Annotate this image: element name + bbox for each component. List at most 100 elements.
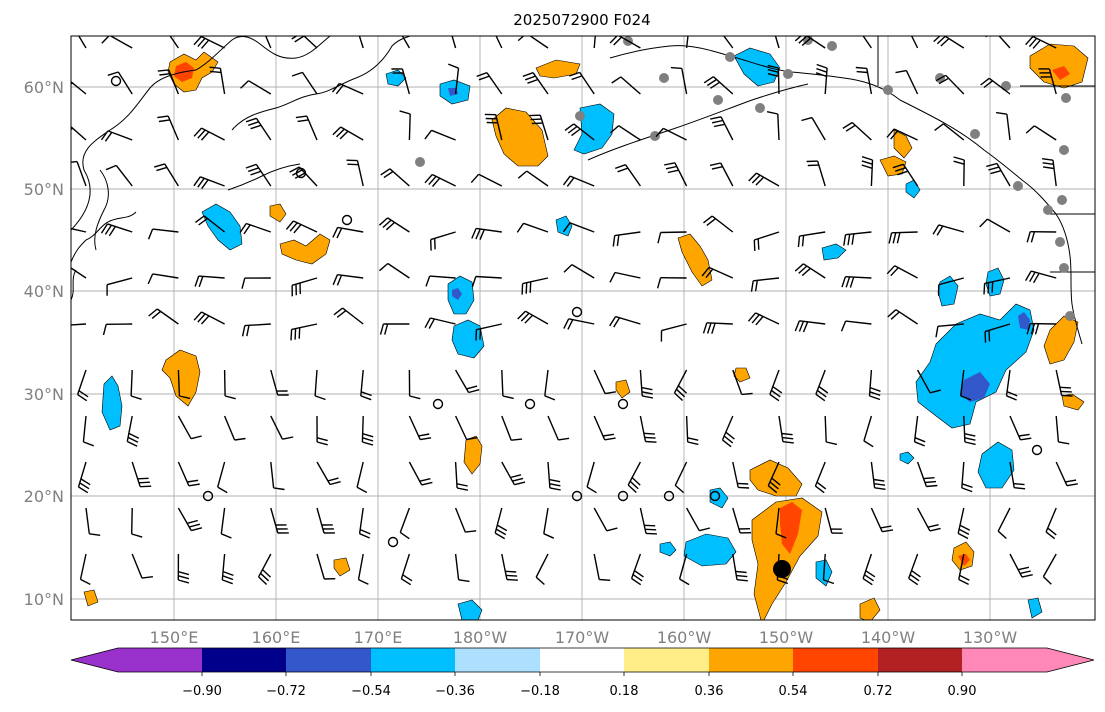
calm-circle bbox=[432, 398, 444, 410]
barb-shaft bbox=[270, 415, 284, 440]
barb-flag bbox=[188, 483, 200, 487]
barb-flag bbox=[1059, 386, 1071, 389]
barb-flag bbox=[466, 436, 478, 441]
barb-flag bbox=[248, 121, 259, 126]
barb-flag bbox=[961, 483, 973, 489]
colorbar-tick-label: 0.72 bbox=[864, 684, 893, 699]
barb-flag bbox=[471, 276, 477, 288]
barb-flag bbox=[571, 75, 583, 81]
calm-wind-circles bbox=[110, 75, 1043, 548]
barb-flag bbox=[178, 579, 190, 584]
station-dot bbox=[659, 73, 669, 83]
barb-shaft bbox=[476, 227, 502, 233]
barb-flag bbox=[332, 126, 342, 136]
barb-flag bbox=[1020, 437, 1032, 441]
barb-shaft bbox=[219, 68, 226, 95]
barb-flag bbox=[288, 36, 291, 37]
barb-flag bbox=[801, 37, 811, 47]
barb-shaft bbox=[454, 369, 470, 393]
barb-flag bbox=[189, 523, 201, 528]
station-dot bbox=[1059, 145, 1069, 155]
barb-flag bbox=[711, 322, 716, 334]
barb-shaft bbox=[997, 507, 1011, 532]
barb-flag bbox=[466, 385, 478, 390]
barb-flag bbox=[424, 317, 431, 329]
barb-flag bbox=[735, 570, 747, 574]
barb-shaft bbox=[674, 162, 688, 187]
barb-flag bbox=[108, 226, 116, 237]
barb-flag bbox=[530, 118, 542, 121]
barb-shaft bbox=[706, 322, 733, 325]
barb-flag bbox=[1026, 231, 1031, 243]
barb-flag bbox=[200, 131, 210, 141]
barb-shaft bbox=[526, 170, 549, 187]
barb-shaft bbox=[614, 271, 641, 279]
barb-flag bbox=[797, 236, 801, 248]
barb-flag bbox=[887, 309, 897, 318]
barb-shaft bbox=[106, 277, 133, 286]
barb-shaft bbox=[454, 507, 466, 533]
barb-flag bbox=[964, 437, 976, 441]
barb-flag bbox=[644, 524, 656, 527]
colorbar-segment bbox=[962, 648, 1047, 672]
barb-flag bbox=[1030, 323, 1036, 335]
barb-flag bbox=[798, 36, 808, 44]
barb-flag bbox=[849, 276, 855, 288]
barb-shaft bbox=[107, 223, 133, 233]
barb-flag bbox=[222, 579, 233, 585]
barb-flag bbox=[676, 388, 686, 398]
barb-flag bbox=[1006, 390, 1018, 397]
lon-label-150e: 150°E bbox=[150, 628, 199, 647]
barb-shaft bbox=[815, 369, 826, 395]
barb-shaft bbox=[475, 275, 502, 279]
barb-flag bbox=[60, 266, 68, 273]
barb-shaft bbox=[593, 36, 596, 49]
barb-flag bbox=[845, 124, 856, 132]
barb-flag bbox=[382, 219, 392, 229]
barb-shaft bbox=[984, 323, 1011, 333]
barb-shaft bbox=[961, 461, 965, 488]
barb-flag bbox=[562, 222, 571, 233]
barb-flag bbox=[89, 533, 101, 536]
barb-flag bbox=[200, 39, 210, 49]
barb-flag bbox=[245, 117, 257, 123]
barb-flag bbox=[890, 267, 899, 277]
barb-shaft bbox=[620, 76, 641, 95]
barb-flag bbox=[247, 167, 259, 173]
barb-shaft bbox=[255, 117, 272, 141]
barb-flag bbox=[456, 483, 468, 487]
barb-flag bbox=[240, 80, 249, 89]
barb-flag bbox=[604, 391, 617, 395]
barb-flag bbox=[1047, 527, 1057, 536]
barb-shaft bbox=[454, 68, 460, 95]
barb-shaft bbox=[568, 318, 595, 325]
barb-flag bbox=[470, 173, 480, 184]
calm-circle bbox=[571, 490, 583, 502]
barb-shaft bbox=[895, 309, 918, 325]
barb-flag bbox=[512, 477, 524, 482]
barb-flag bbox=[935, 326, 939, 338]
barb-flag bbox=[179, 395, 191, 400]
barb-flag bbox=[563, 264, 573, 273]
barb-shaft bbox=[248, 80, 272, 95]
barb-shaft bbox=[85, 507, 90, 534]
barb-shaft bbox=[221, 553, 226, 580]
barb-flag bbox=[679, 18, 689, 22]
barb-flag bbox=[940, 38, 950, 47]
barb-shaft bbox=[270, 461, 275, 488]
barb-flag bbox=[506, 578, 518, 581]
barb-shaft bbox=[78, 36, 87, 49]
barb-flag bbox=[961, 487, 973, 493]
station-dot bbox=[755, 103, 765, 113]
barb-flag bbox=[616, 234, 620, 247]
lat-label-10n: 10°N bbox=[24, 590, 64, 609]
barb-flag bbox=[418, 433, 430, 437]
barb-shaft bbox=[303, 36, 318, 49]
barb-flag bbox=[670, 66, 682, 70]
barb-flag bbox=[1042, 166, 1055, 170]
barb-flag bbox=[521, 283, 524, 295]
barb-shaft bbox=[532, 72, 549, 95]
barb-flag bbox=[897, 170, 909, 176]
barb-flag bbox=[209, 66, 221, 69]
barb-flag bbox=[929, 389, 941, 394]
